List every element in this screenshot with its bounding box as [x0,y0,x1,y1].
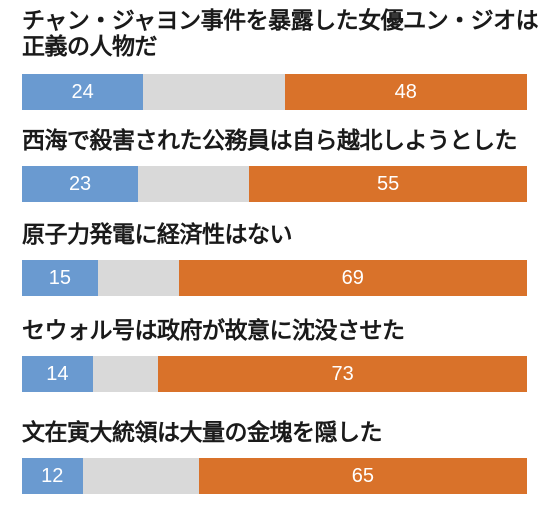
data-label-agree: 12 [41,464,64,487]
bar-segment-neutral [138,166,250,202]
bar-segment-agree: 23 [22,166,139,202]
bar-segment-neutral [82,458,199,494]
data-label-agree: 24 [71,80,94,103]
data-label-disagree: 73 [331,362,354,385]
chart-item: チャン・ジャヨン事件を暴露した女優ユン・ジオは正義の人物だ 24 48 [0,8,550,110]
bar-segment-agree: 12 [22,458,83,494]
data-label-disagree: 48 [394,80,417,103]
item-label: 文在寅大統領は大量の金塊を隠した [22,420,383,446]
bar-segment-disagree: 69 [178,260,527,296]
chart-item: 文在寅大統領は大量の金塊を隠した 12 65 [0,420,550,510]
stacked-bar: 23 55 [22,166,527,202]
chart-item: セウォル号は政府が故意に沈没させた 14 73 [0,318,550,408]
stacked-bar: 24 48 [22,74,527,110]
bar-segment-neutral [92,356,159,392]
item-label: チャン・ジャヨン事件を暴露した女優ユン・ジオは正義の人物だ [22,8,539,60]
chart-item: 西海で殺害された公務員は自ら越北しようとした 23 55 [0,128,550,218]
data-label-disagree: 69 [341,266,364,289]
bar-segment-disagree: 73 [158,356,527,392]
bar-segment-neutral [97,260,179,296]
stacked-bar: 12 65 [22,458,527,494]
bar-segment-agree: 14 [22,356,93,392]
stacked-bar: 14 73 [22,356,527,392]
data-label-agree: 14 [46,362,69,385]
bar-segment-neutral [143,74,285,110]
data-label-agree: 15 [48,266,71,289]
bar-segment-disagree: 48 [284,74,527,110]
bar-segment-agree: 24 [22,74,144,110]
bar-segment-disagree: 65 [198,458,527,494]
item-label: 原子力発電に経済性はない [22,222,293,248]
chart-item: 原子力発電に経済性はない 15 69 [0,222,550,312]
bar-segment-disagree: 55 [249,166,527,202]
stacked-bar: 15 69 [22,260,527,296]
data-label-disagree: 65 [351,464,374,487]
data-label-disagree: 55 [376,172,400,195]
bar-segment-agree: 15 [22,260,98,296]
item-label: 西海で殺害された公務員は自ら越北しようとした [22,128,518,154]
item-label: セウォル号は政府が故意に沈没させた [22,318,405,344]
data-label-agree: 23 [68,172,92,195]
